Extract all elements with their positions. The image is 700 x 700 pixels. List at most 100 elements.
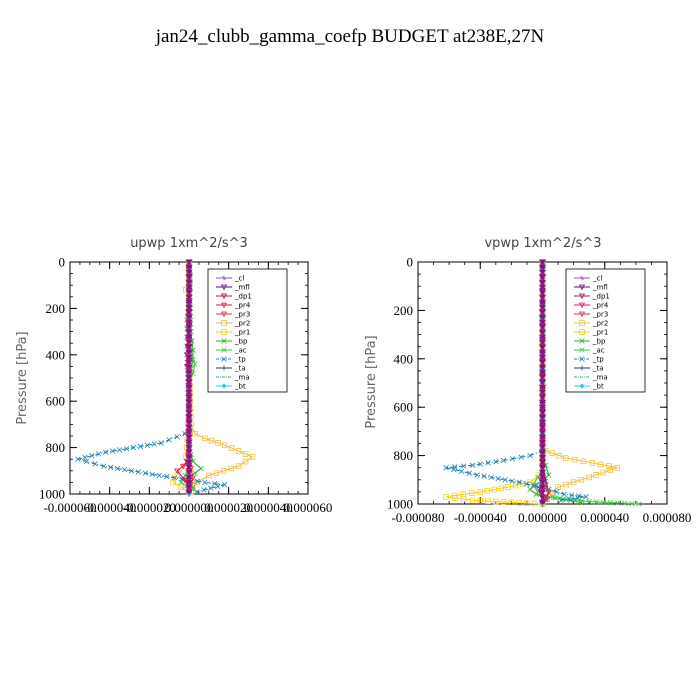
upwp-zero-profile-marker xyxy=(185,324,193,331)
vpwp-data-point-ac xyxy=(586,498,592,505)
vpwp-data-point-tp xyxy=(469,462,476,468)
vpwp-panel-title: vpwp 1xm^2/s^3 xyxy=(484,236,601,251)
vpwp-zero-profile-marker xyxy=(538,359,547,366)
vpwp-x-tick-label: 0.000040 xyxy=(580,510,629,525)
vpwp-data-point-pr2 xyxy=(571,456,578,463)
vpwp-x-tick-label: -0.000080 xyxy=(391,510,444,525)
upwp-y-tick-label: 1000 xyxy=(39,487,65,502)
upwp-legend-label: _bp xyxy=(234,338,248,346)
vpwp-data-point-tp xyxy=(583,494,589,500)
vpwp-x-tick-label: -0.000040 xyxy=(454,510,507,525)
vpwp-legend-marker xyxy=(578,302,586,309)
vpwp-data-point-tp xyxy=(558,497,564,504)
vpwp-zero-profile-marker xyxy=(538,289,547,296)
vpwp-zero-profile-marker xyxy=(538,464,547,471)
upwp-legend: _cl_mfl_dp1_pr4_pr3_pr2_pr1_bp_ac_tp_ta_… xyxy=(207,268,288,393)
upwp-legend-marker xyxy=(221,356,227,362)
vpwp-zero-profile-marker xyxy=(538,494,547,501)
vpwp-data-point-pr1 xyxy=(491,486,498,493)
vpwp-data-point-ac xyxy=(614,500,621,506)
vpwp-zero-profile-marker xyxy=(538,489,547,496)
vpwp-data-point-pr2 xyxy=(606,463,612,469)
vpwp-zero-profile-marker xyxy=(538,389,547,396)
vpwp-data-point-pr2 xyxy=(556,452,562,459)
vpwp-data-point-pr2 xyxy=(607,467,613,473)
upwp-series-line-tp xyxy=(75,262,225,493)
vpwp-zero-profile-marker xyxy=(538,414,547,421)
upwp-zero-profile-marker xyxy=(185,329,193,336)
vpwp-legend-label: _tp xyxy=(592,356,604,364)
vpwp-data-point-pr3 xyxy=(545,489,552,496)
upwp-data-point-tp xyxy=(82,454,88,461)
upwp-zero-profile-marker xyxy=(185,419,193,426)
vpwp-data-point-tp xyxy=(488,474,494,481)
vpwp-legend-label: _ta xyxy=(592,365,604,373)
vpwp-zero-profile-marker xyxy=(538,439,547,446)
upwp-data-point-tp xyxy=(144,442,151,448)
upwp-data-point-tp xyxy=(222,482,228,488)
vpwp-data-point-tp xyxy=(458,468,465,475)
vpwp-data-point-pr2 xyxy=(580,458,587,465)
vpwp-data-point-pr1 xyxy=(477,497,484,504)
upwp-x-tick-label: 0.000060 xyxy=(284,500,333,515)
vpwp-data-point-tp xyxy=(474,472,480,478)
upwp-data-point-tp xyxy=(156,472,162,479)
vpwp-data-point-bp xyxy=(533,491,539,498)
upwp-data-point-tp xyxy=(96,451,102,457)
upwp-data-point-pr2 xyxy=(228,465,234,472)
upwp-zero-profile-marker xyxy=(185,384,193,391)
vpwp-data-point-tp xyxy=(451,466,457,473)
upwp-zero-profile-marker xyxy=(185,409,193,416)
vpwp-zero-profile-marker xyxy=(538,314,547,321)
upwp-zero-profile-marker xyxy=(185,259,193,266)
vpwp-legend-label: _dp1 xyxy=(592,293,610,301)
upwp-data-point-pr2 xyxy=(235,463,242,469)
vpwp-data-point-tp xyxy=(568,492,575,498)
upwp-x-tick-label: -0.000020 xyxy=(123,500,176,515)
vpwp-data-point-pr1 xyxy=(460,496,467,502)
vpwp-data-point-pr1 xyxy=(493,498,499,505)
upwp-legend-label: _ac xyxy=(234,347,247,355)
vpwp-data-point-pr1 xyxy=(524,500,530,506)
upwp-zero-profile-marker xyxy=(185,424,193,431)
upwp-zero-profile-marker xyxy=(185,379,193,386)
vpwp-zero-profile-marker xyxy=(538,299,547,306)
vpwp-legend-label: _ma xyxy=(592,374,608,382)
upwp-zero-profile-marker xyxy=(185,344,193,351)
upwp-data-point-bp xyxy=(192,470,198,476)
upwp-legend-label: _cl xyxy=(234,275,244,283)
vpwp-data-point-tp xyxy=(523,481,530,487)
upwp-zero-profile-markers xyxy=(185,259,193,496)
upwp-data-point-tp xyxy=(142,470,149,476)
vpwp-legend: _cl_mfl_dp1_pr4_pr3_pr2_pr1_bp_ac_tp_ta_… xyxy=(565,268,646,393)
vpwp-data-point-pr2 xyxy=(600,469,606,476)
vpwp-data-point-pr1 xyxy=(498,485,505,492)
upwp-data-point-pr2 xyxy=(213,470,220,476)
upwp-legend-marker xyxy=(221,275,227,281)
vpwp-zero-profile-markers xyxy=(538,259,547,506)
vpwp-zero-profile-marker xyxy=(538,479,547,486)
upwp-data-point-tp xyxy=(83,458,90,465)
upwp-zero-profile-marker xyxy=(185,369,193,376)
vpwp-legend-marker xyxy=(579,338,585,344)
upwp-zero-profile-marker xyxy=(185,449,193,456)
vpwp-zero-profile-marker xyxy=(538,334,547,341)
vpwp-legend-label: _pr4 xyxy=(592,302,609,310)
upwp-zero-profile-marker xyxy=(185,314,193,321)
vpwp-data-point-pr1 xyxy=(484,487,491,494)
vpwp-series-line-pr1 xyxy=(445,262,544,505)
vpwp-y-tick-label: 200 xyxy=(394,303,414,318)
vpwp-panel: vpwp 1xm^2/s^3 Pressure [hPa] 0 200 400 600… xyxy=(364,236,691,525)
upwp-zero-profile-marker xyxy=(185,474,193,481)
upwp-legend-label: _ma xyxy=(234,374,250,382)
upwp-legend-label: _dp1 xyxy=(234,293,252,301)
upwp-legend-marker xyxy=(220,284,228,291)
upwp-panel-title: upwp 1xm^2/s^3 xyxy=(130,236,248,251)
vpwp-data-point-tp xyxy=(460,463,467,469)
upwp-zero-profile-marker xyxy=(185,389,193,396)
vpwp-zero-profile-marker xyxy=(538,294,547,301)
vpwp-legend-label: _ac xyxy=(592,347,605,355)
vpwp-legend-label: _bt xyxy=(592,383,604,391)
upwp-data-point-tp xyxy=(194,478,200,484)
vpwp-data-point-ac xyxy=(600,499,607,505)
